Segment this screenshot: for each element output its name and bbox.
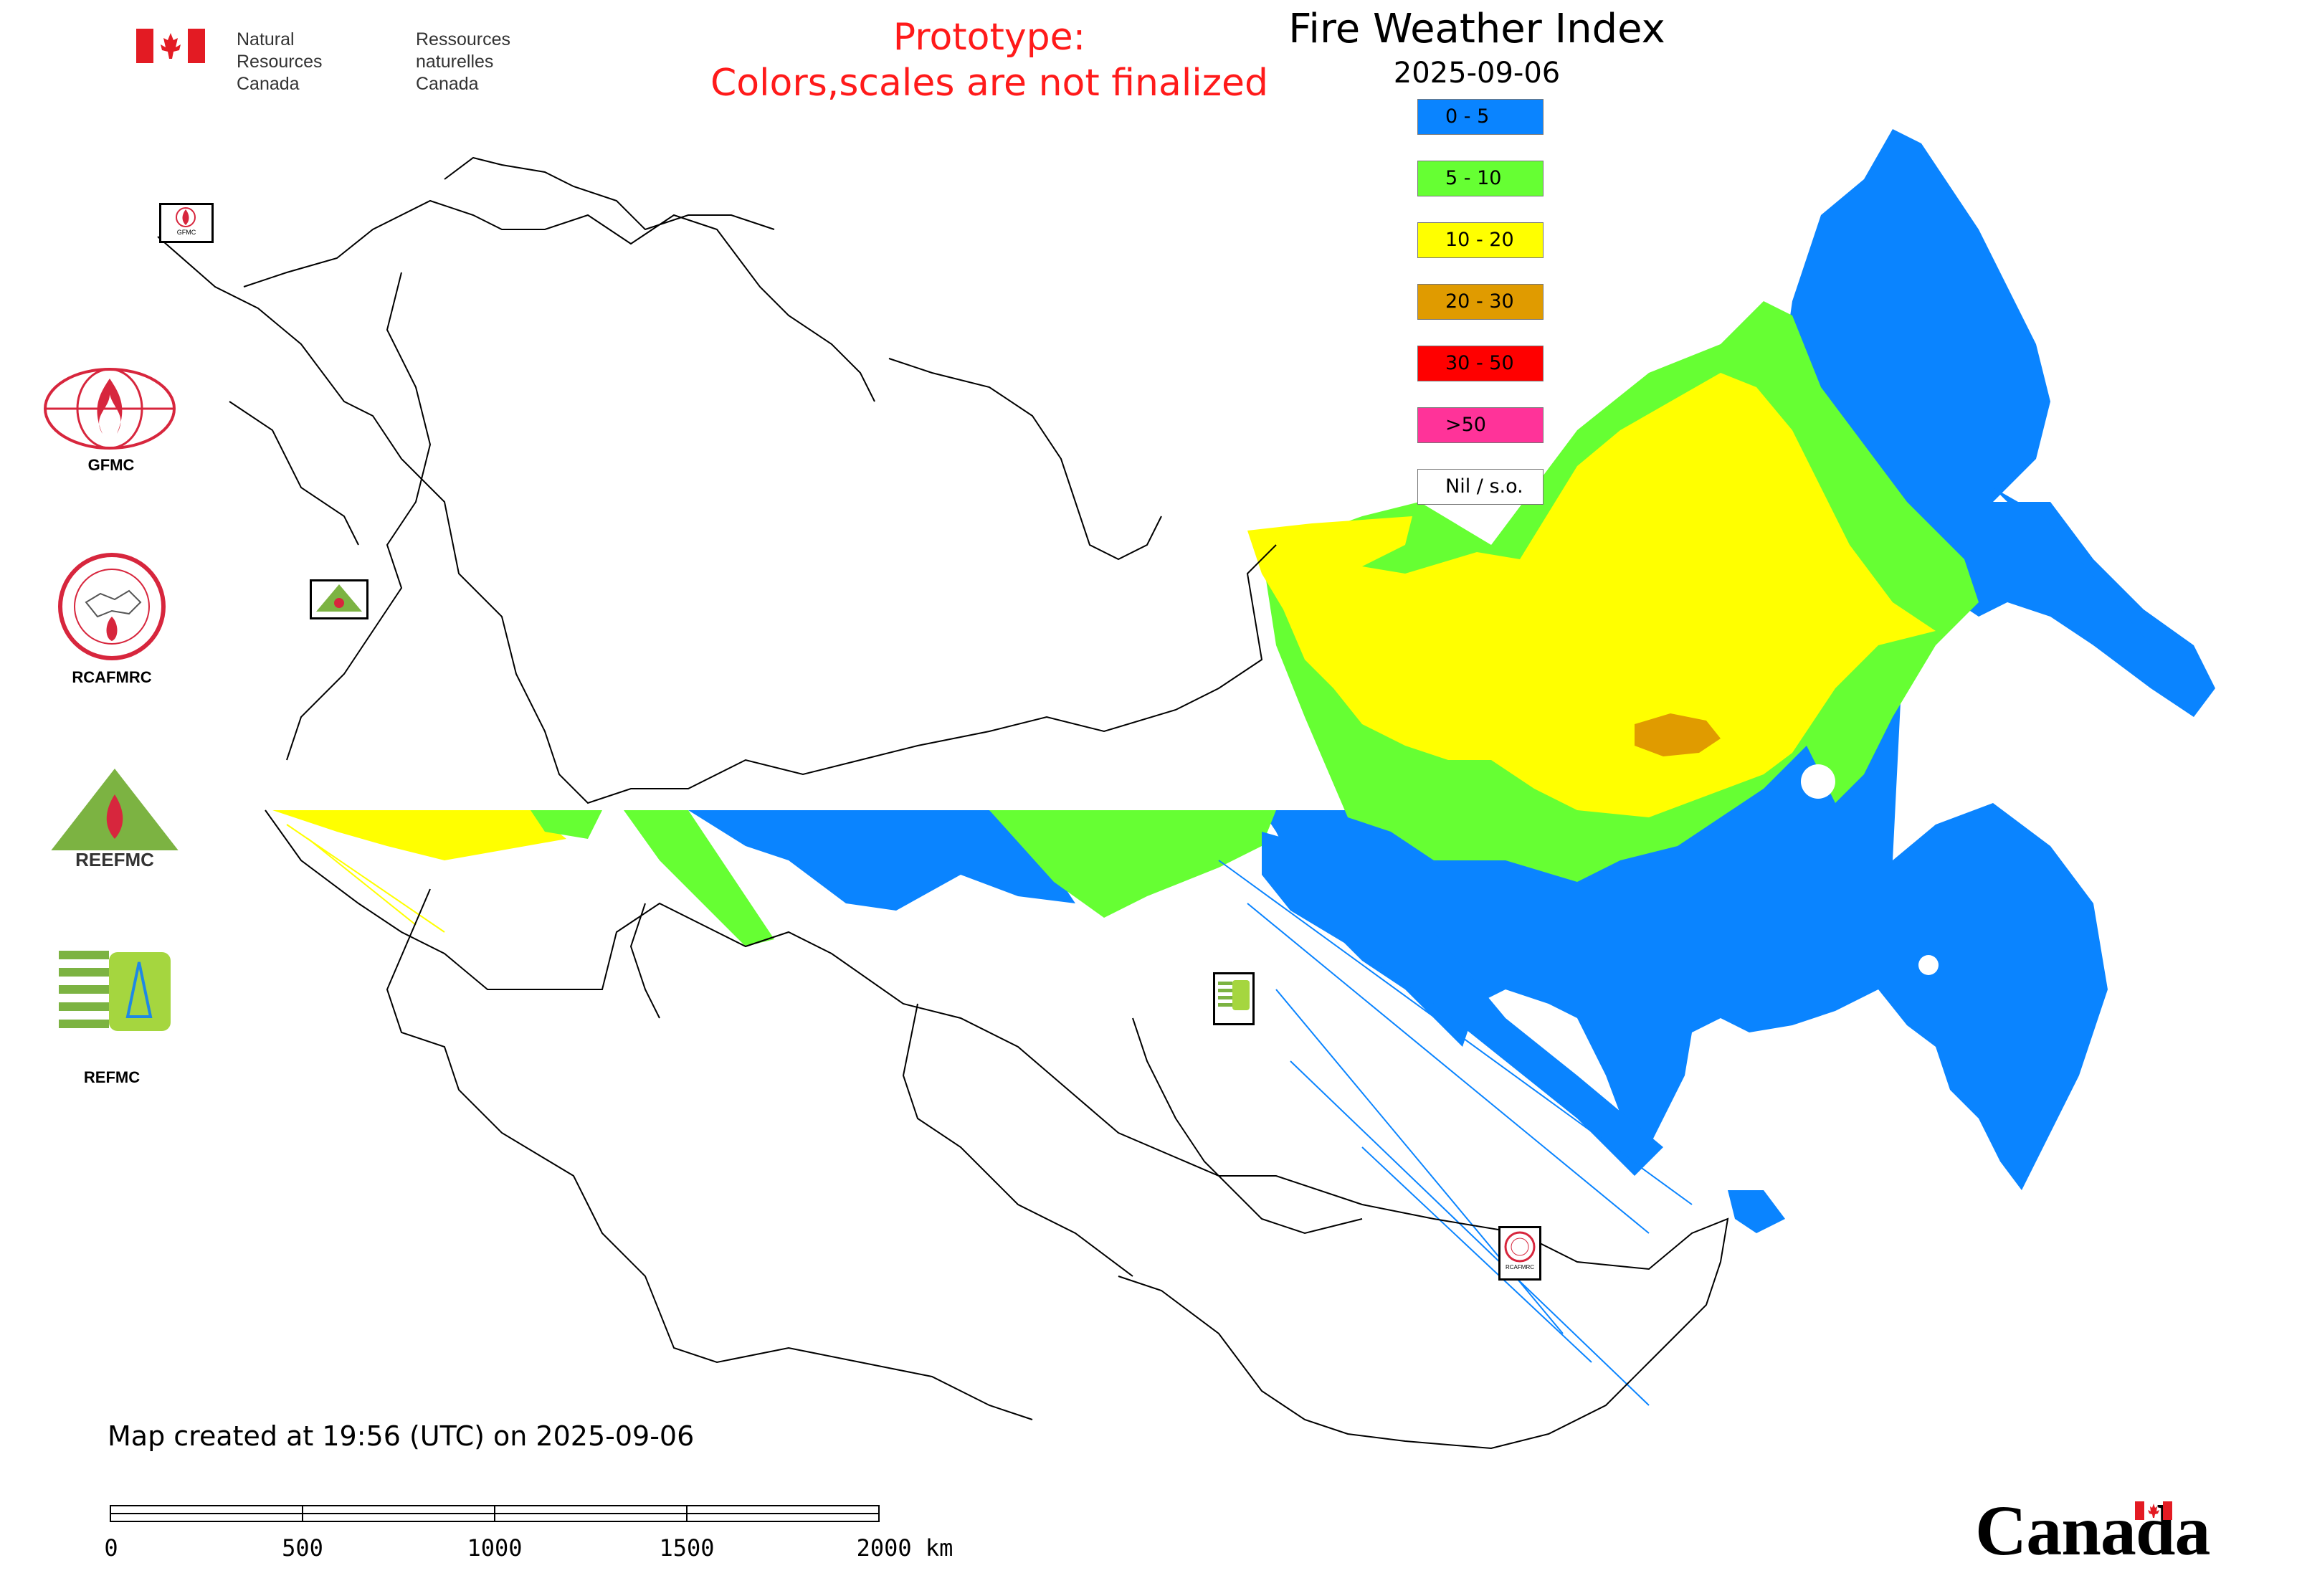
marker-refmc-icon (1218, 980, 1250, 1010)
fwi-swath-yellow (272, 810, 566, 860)
gfmc-logo-icon (44, 368, 176, 450)
org-label-refmc: REFMC (83, 1068, 141, 1086)
prototype-line-1: Prototype: (893, 16, 1086, 59)
marker-rcafmrc[interactable]: RCAFMRC (1498, 1226, 1541, 1281)
marker-reefmc-icon (316, 584, 362, 612)
legend-swatch-5-10: 5 - 10 (1417, 161, 1544, 196)
legend-swatch-nil: Nil / s.o. (1417, 469, 1544, 505)
marker-reefmc[interactable] (310, 579, 368, 619)
scale-bar (110, 1505, 880, 1522)
marker-gfmc-icon (176, 207, 196, 227)
legend-date: 2025-09-06 (1393, 57, 1561, 90)
fwi-swath-green-3 (989, 810, 1276, 918)
fwi-class-10-20-region (1247, 373, 1936, 817)
scale-tick-0: 0 (104, 1534, 118, 1562)
scale-tick-2000: 2000 km (856, 1534, 953, 1562)
fwi-island (1993, 488, 2151, 674)
fwi-swath-green-2 (624, 810, 774, 946)
legend-swatch-20-30: 20 - 30 (1417, 284, 1544, 320)
refmc-logo-icon (59, 945, 172, 1038)
fwi-class-0-5-region (1262, 129, 2215, 1190)
scale-tick-1000: 1000 (467, 1534, 523, 1562)
prototype-line-2: Colors,scales are not finalized (710, 62, 1269, 105)
scale-tick-500: 500 (282, 1534, 323, 1562)
reefmc-logo-text: REEFMC (75, 849, 154, 870)
fwi-raster (272, 129, 2215, 1406)
boundaries (157, 156, 1729, 1450)
department-name-fr: Ressources naturelles Canada (416, 29, 510, 94)
legend-swatch-30-50: 30 - 50 (1417, 346, 1544, 381)
wordmark-flag-icon (2135, 1501, 2172, 1520)
canada-flag-icon (136, 29, 205, 63)
fwi-swath-green-1 (531, 810, 602, 839)
marker-gfmc[interactable]: GFMC (159, 203, 214, 243)
org-label-gfmc: GFMC (87, 456, 135, 474)
rcafmrc-logo-icon (58, 553, 166, 660)
scale-tick-1500: 1500 (659, 1534, 715, 1562)
marker-rcafmrc-icon (1504, 1231, 1536, 1263)
fwi-island-2 (1728, 1190, 1785, 1233)
fwi-swath-blue-2 (1262, 832, 1663, 1176)
marker-gfmc-label: GFMC (176, 229, 196, 236)
fwi-swath-blue (688, 810, 1075, 911)
marker-refmc[interactable] (1213, 972, 1255, 1025)
fwi-class-20-30-region (1635, 713, 1721, 756)
prototype-notice: Prototype: Colors,scales are not finaliz… (667, 14, 1312, 106)
legend-swatch-10-20: 10 - 20 (1417, 222, 1544, 258)
canada-wordmark: Canada (1975, 1491, 2210, 1570)
marker-rcafmrc-label: RCAFMRC (1506, 1264, 1534, 1270)
reefmc-logo-icon: REEFMC (42, 769, 188, 870)
legend-swatch-over-50: >50 (1417, 407, 1544, 443)
map-created-timestamp: Map created at 19:56 (UTC) on 2025-09-06 (108, 1420, 695, 1452)
department-name-en: Natural Resources Canada (237, 29, 323, 94)
legend-swatch-0-5: 0 - 5 (1417, 99, 1544, 135)
legend-title: Fire Weather Index (1288, 6, 1665, 52)
org-label-rcafmrc: RCAFMRC (72, 668, 152, 686)
